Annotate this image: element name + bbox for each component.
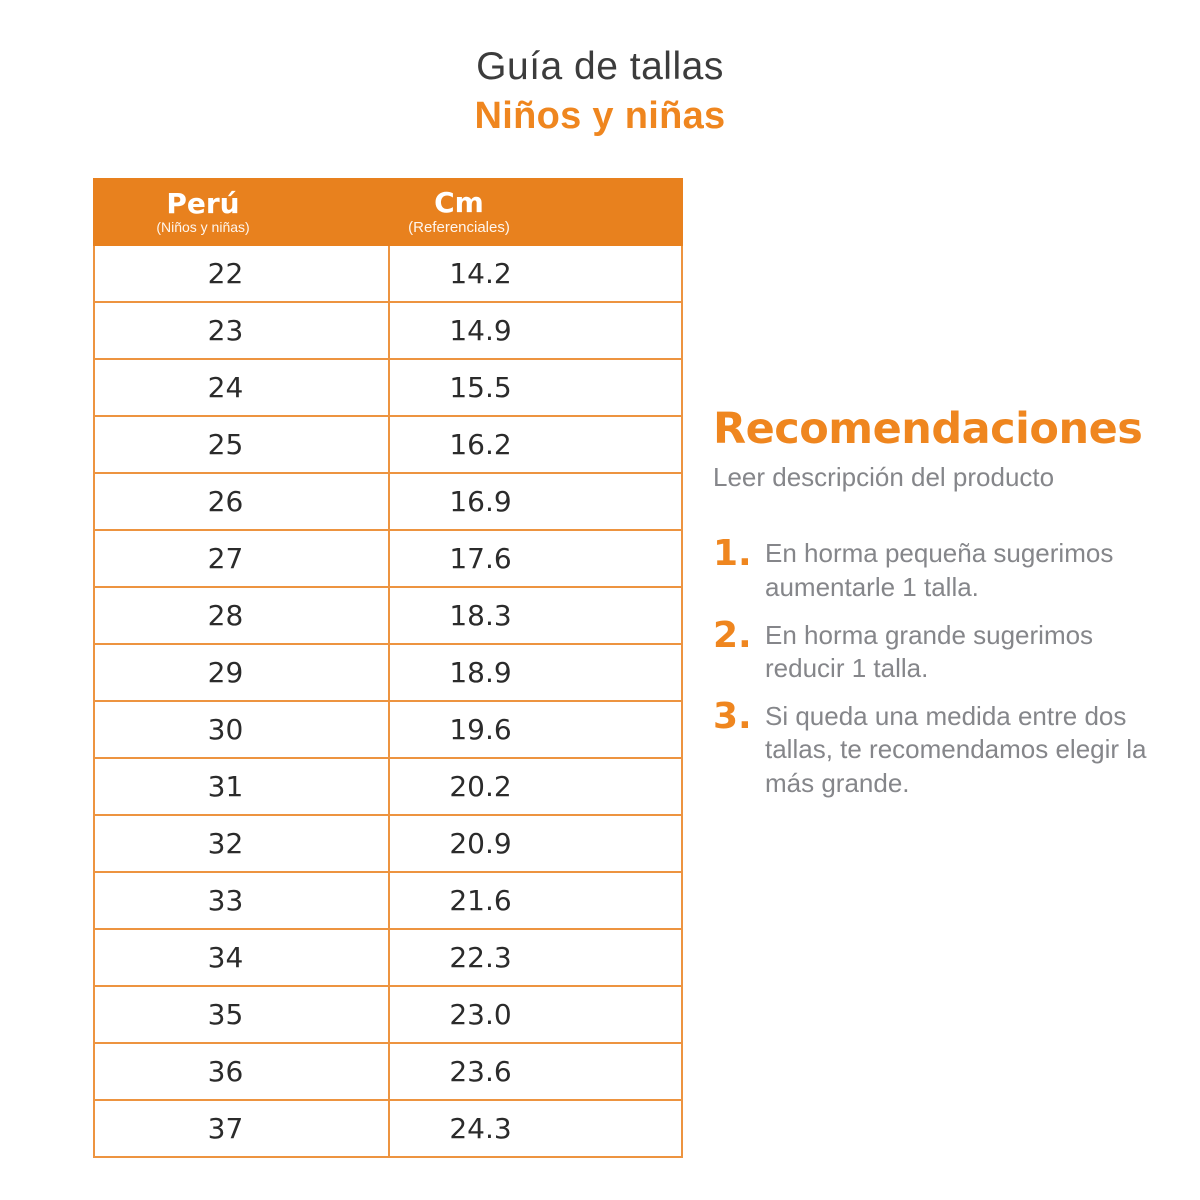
table-row: 36 23.6 [95, 1042, 681, 1099]
recommendation-item: 2. En horma grande sugerimos reducir 1 ta… [713, 614, 1173, 686]
cm-size-cell: 14.2 [388, 246, 681, 301]
cm-size-cell: 20.9 [388, 816, 681, 871]
table-row: 23 14.9 [95, 301, 681, 358]
peru-size-cell: 22 [207, 257, 244, 290]
recommendation-number: 1. [713, 533, 752, 575]
recommendations-subheading: Leer descripción del producto [713, 462, 1055, 493]
table-row: 28 18.3 [95, 586, 681, 643]
size-table: Perú (Niños y niñas) Cm (Referenciales) … [93, 178, 683, 1158]
column-header-sublabel: (Niños y niñas) [156, 219, 250, 236]
recommendation-text: Si queda una medida entre dos tallas, te… [765, 700, 1147, 798]
table-row: 27 17.6 [95, 529, 681, 586]
column-header-label: Cm [434, 186, 484, 220]
cm-size-cell: 19.6 [388, 702, 681, 757]
table-row: 24 15.5 [95, 358, 681, 415]
cm-size-cell: 18.3 [388, 588, 681, 643]
peru-size-cell: 36 [207, 1055, 244, 1088]
peru-size-cell: 37 [207, 1112, 244, 1145]
table-row: 31 20.2 [95, 757, 681, 814]
table-row: 37 24.3 [95, 1099, 681, 1156]
table-row: 29 18.9 [95, 643, 681, 700]
cm-size-cell: 16.9 [388, 474, 681, 529]
cm-size-cell: 16.2 [388, 417, 681, 472]
recommendation-number: 2. [713, 614, 752, 656]
table-row: 33 21.6 [95, 871, 681, 928]
table-row: 34 22.3 [95, 928, 681, 985]
recommendations-panel: Recomendaciones Leer descripción del pro… [713, 404, 1173, 801]
recommendation-item: 1. En horma pequeña sugerimos aumentarle … [713, 533, 1173, 604]
peru-size-cell: 25 [207, 428, 244, 461]
recommendation-item: 3. Si queda una medida entre dos tallas, … [713, 695, 1173, 801]
peru-size-cell: 26 [207, 485, 244, 518]
cm-size-cell: 21.6 [388, 873, 681, 928]
cm-size-cell: 22.3 [388, 930, 681, 985]
recommendations-list: 1. En horma pequeña sugerimos aumentarle … [713, 533, 1173, 801]
peru-size-cell: 33 [207, 884, 244, 917]
cm-size-cell: 17.6 [388, 531, 681, 586]
table-row: 35 23.0 [95, 985, 681, 1042]
peru-size-cell: 32 [207, 827, 244, 860]
recommendation-text: En horma grande sugerimos reducir 1 tall… [765, 619, 1094, 684]
peru-size-cell: 28 [207, 599, 244, 632]
cm-size-cell: 23.6 [388, 1044, 681, 1099]
table-row: 30 19.6 [95, 700, 681, 757]
peru-size-cell: 34 [207, 941, 244, 974]
size-table-header: Perú (Niños y niñas) Cm (Referenciales) [93, 178, 683, 246]
peru-size-cell: 35 [207, 998, 244, 1031]
cm-size-cell: 14.9 [388, 303, 681, 358]
cm-size-cell: 18.9 [388, 645, 681, 700]
cm-size-cell: 24.3 [388, 1101, 681, 1156]
peru-size-cell: 27 [207, 542, 244, 575]
size-table-body: 22 14.2 23 14.9 24 15.5 25 16.2 26 16.9 27 17.6 28 18… [93, 246, 683, 1158]
column-header-peru: Perú (Niños y niñas) [93, 178, 349, 246]
peru-size-cell: 30 [207, 713, 244, 746]
peru-size-cell: 23 [207, 314, 244, 347]
peru-size-cell: 24 [207, 371, 244, 404]
page-subtitle: Niños y niñas [474, 95, 726, 137]
cm-size-cell: 23.0 [388, 987, 681, 1042]
cm-size-cell: 20.2 [388, 759, 681, 814]
recommendations-heading: Recomendaciones [713, 404, 1143, 454]
table-row: 32 20.9 [95, 814, 681, 871]
column-header-sublabel: (Referenciales) [408, 218, 510, 236]
peru-size-cell: 31 [207, 770, 244, 803]
cm-size-cell: 15.5 [388, 360, 681, 415]
column-header-cm: Cm (Referenciales) [349, 178, 683, 246]
table-row: 26 16.9 [95, 472, 681, 529]
recommendation-text: En horma pequeña sugerimos aumentarle 1 … [765, 538, 1114, 603]
page-title: Guía de tallas [476, 45, 724, 88]
table-row: 25 16.2 [95, 415, 681, 472]
table-row: 22 14.2 [95, 246, 681, 301]
recommendation-number: 3. [713, 695, 752, 737]
column-header-label: Perú [166, 186, 240, 220]
peru-size-cell: 29 [207, 656, 244, 689]
